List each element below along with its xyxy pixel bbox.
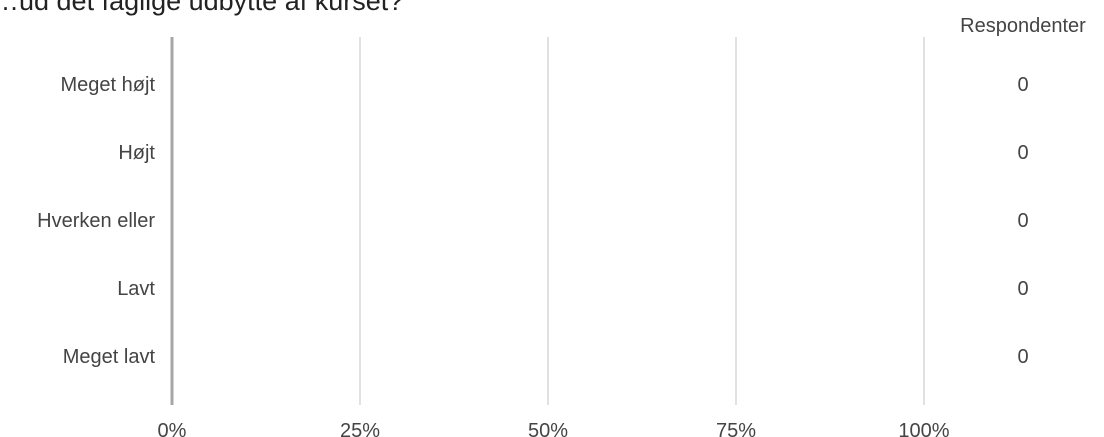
category-label: Højt xyxy=(118,142,155,164)
chart-title: …ud det faglige udbytte af kurset? xyxy=(0,0,404,16)
respondents-header: Respondenter xyxy=(960,15,1086,37)
gridlines xyxy=(359,37,925,405)
x-tick-label: 25% xyxy=(340,420,380,437)
respondent-count: 0 xyxy=(1017,346,1028,368)
x-tick-label: 100% xyxy=(898,420,949,437)
x-tick-label: 0% xyxy=(158,420,187,437)
x-tick-label: 75% xyxy=(716,420,756,437)
respondent-count: 0 xyxy=(1017,278,1028,300)
x-tick-label: 50% xyxy=(528,420,568,437)
category-label: Lavt xyxy=(117,278,155,300)
respondent-counts: 0 0 0 0 0 xyxy=(1017,74,1028,368)
respondent-count: 0 xyxy=(1017,210,1028,232)
respondent-count: 0 xyxy=(1017,142,1028,164)
category-label: Meget højt xyxy=(61,74,156,96)
category-label: Meget lavt xyxy=(63,346,156,368)
category-label: Hverken eller xyxy=(37,210,155,232)
respondent-count: 0 xyxy=(1017,74,1028,96)
category-labels: Meget højt Højt Hverken eller Lavt Meget lav… xyxy=(37,74,155,368)
x-tick-labels: 0% 25% 50% 75% 100% xyxy=(158,420,950,437)
